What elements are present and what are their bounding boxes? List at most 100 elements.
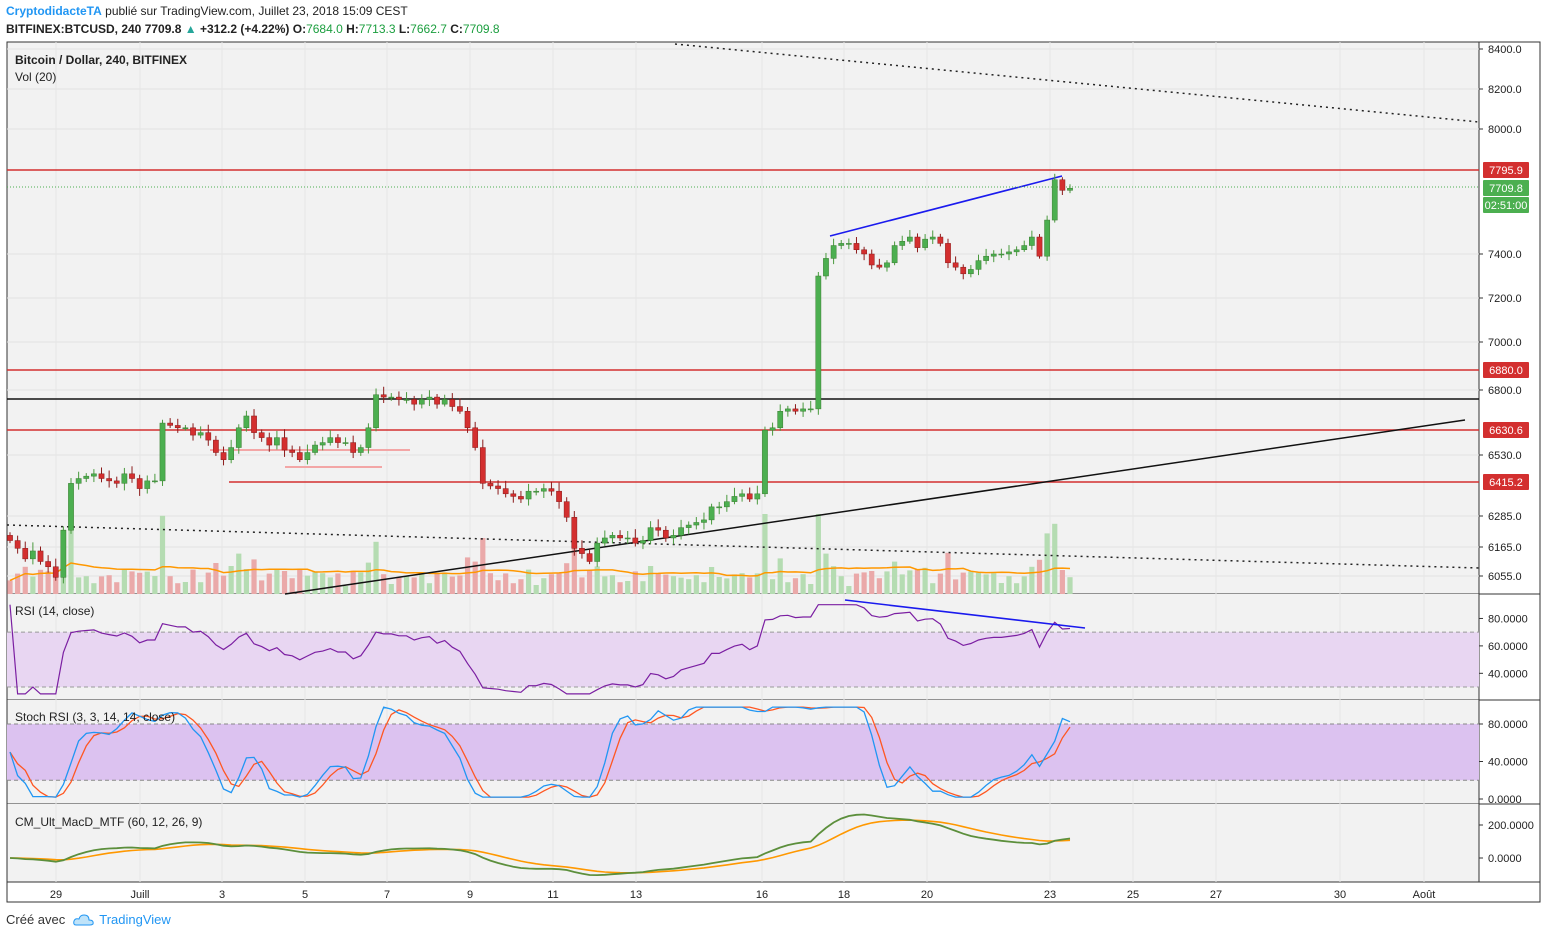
candle-body	[472, 427, 479, 448]
rsi-divergence-line	[844, 599, 1086, 629]
candle-body	[243, 415, 250, 429]
rsi-line	[9, 604, 1071, 695]
volume-bar	[350, 570, 356, 594]
candle-body	[152, 480, 158, 483]
price-label-text: 02:51:00	[1485, 200, 1528, 212]
stoch-tick-label: 40.0000	[1488, 757, 1528, 769]
candle-body	[655, 527, 662, 531]
publish-line: CryptodidacteTA publié sur TradingView.c…	[6, 4, 408, 18]
volume-bar	[68, 525, 74, 594]
volume-bar	[1067, 577, 1073, 594]
volume-bar	[998, 583, 1004, 594]
candle-body	[1051, 179, 1058, 221]
candle-body	[228, 447, 235, 460]
pane-md	[7, 804, 1479, 882]
volume-bar	[144, 571, 150, 594]
rsi-tick-label: 40.0000	[1488, 668, 1528, 680]
volume-bar	[411, 577, 417, 594]
candle-body	[640, 540, 646, 544]
ohlc-line: BITFINEX:BTCUSD, 240 7709.8 ▲ +312.2 (+4…	[6, 22, 500, 36]
candle-body	[235, 427, 242, 448]
candle-body	[792, 408, 799, 412]
volume-bar	[198, 582, 204, 594]
y-tick-label: 8000.0	[1488, 124, 1522, 136]
dotted-trendline-top	[674, 43, 1480, 123]
candle-body	[14, 540, 21, 549]
author-link[interactable]: CryptodidacteTA	[6, 4, 102, 18]
candle-body	[975, 260, 982, 270]
volume-bar	[991, 573, 997, 594]
candle-body	[548, 488, 555, 492]
candle-body	[853, 243, 860, 251]
volume-bar	[419, 573, 425, 594]
last-price: 7709.8	[144, 22, 182, 36]
candle-body	[1036, 236, 1043, 257]
volume-bar	[663, 574, 669, 594]
candle-body	[716, 506, 723, 509]
price-label-level: 7795.9	[1483, 162, 1529, 178]
candle-body	[144, 480, 151, 489]
candle-body	[708, 506, 715, 521]
volume-bar	[243, 569, 250, 594]
price-label-countdown: 02:51:00	[1483, 197, 1529, 213]
candle-body	[129, 473, 135, 479]
volume-bar	[281, 571, 288, 594]
y-tick-label: 6285.0	[1488, 511, 1522, 523]
x-tick-label: 23	[1044, 889, 1056, 901]
candle-body	[777, 411, 784, 429]
volume-bar	[861, 572, 867, 594]
volume-bar	[167, 576, 173, 594]
price-label-level: 6630.6	[1483, 422, 1529, 438]
volume-bar	[137, 572, 143, 594]
volume-bar	[7, 580, 13, 594]
volume-bar	[335, 573, 341, 594]
x-tick-label: 9	[467, 889, 473, 901]
volume-bar	[121, 569, 127, 594]
candle-body	[662, 529, 669, 539]
candle-body	[190, 427, 196, 436]
volume-bar	[747, 577, 753, 594]
candle-body	[213, 439, 219, 453]
candle-body	[884, 262, 890, 268]
candle-body	[159, 422, 166, 482]
candle-body	[479, 447, 486, 484]
volume-bar	[594, 566, 600, 594]
footer: Créé avec TradingView	[6, 912, 171, 927]
volume-bar	[785, 582, 791, 594]
volume-bar	[800, 574, 806, 594]
macd-tick-label: 0.0000	[1488, 853, 1522, 865]
tradingview-link[interactable]: TradingView	[73, 912, 171, 927]
rsi-band	[7, 632, 1479, 688]
volume-bar	[289, 578, 295, 594]
candle-body	[937, 236, 944, 244]
stoch-title: Stoch RSI (3, 3, 14, 14, close)	[15, 710, 175, 724]
volume-bar	[365, 562, 372, 594]
price-label-box	[1483, 197, 1529, 213]
volume-bar	[503, 573, 509, 594]
candle-body	[502, 488, 509, 495]
candle-body	[945, 243, 951, 264]
volume-bar	[670, 576, 677, 594]
price-label-level: 6880.0	[1483, 362, 1529, 378]
candle-body	[670, 535, 677, 539]
candle-body	[289, 449, 296, 453]
candle-body	[1029, 236, 1035, 246]
chart-border	[6, 41, 1541, 903]
y-tick-label: 8200.0	[1488, 84, 1522, 96]
volume-bar	[205, 572, 211, 594]
volume-bar	[922, 567, 928, 594]
high-value: 7713.3	[358, 22, 396, 36]
x-tick-label: 18	[838, 889, 850, 901]
volume-bar	[937, 573, 943, 594]
volume-bar	[91, 583, 97, 594]
volume-bar	[769, 579, 776, 594]
x-tick-label: 20	[921, 889, 933, 901]
volume-bar	[640, 581, 646, 594]
candle-body	[1059, 179, 1066, 191]
volume-bar	[625, 581, 631, 594]
volume-bar	[98, 576, 105, 594]
candle-body	[487, 483, 494, 487]
candle-body	[800, 408, 806, 412]
volume-bar	[602, 576, 608, 594]
